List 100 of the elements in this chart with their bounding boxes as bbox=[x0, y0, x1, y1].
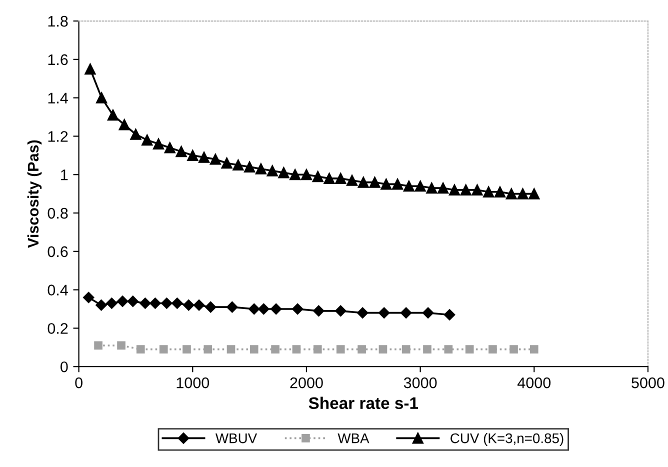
point bbox=[244, 161, 256, 172]
point bbox=[226, 345, 236, 354]
y-tick-label: 0 bbox=[60, 361, 68, 372]
point bbox=[107, 110, 119, 121]
point bbox=[423, 345, 432, 354]
point bbox=[248, 303, 260, 315]
point bbox=[130, 128, 142, 140]
point bbox=[290, 169, 301, 180]
point bbox=[226, 301, 238, 313]
point bbox=[117, 341, 126, 350]
point bbox=[266, 165, 278, 176]
point bbox=[183, 300, 194, 311]
y-tick-label: 1.2 bbox=[48, 131, 68, 142]
point bbox=[106, 298, 118, 309]
point bbox=[336, 345, 345, 354]
point bbox=[300, 169, 312, 180]
point bbox=[530, 345, 538, 354]
y-tick-label: 0.6 bbox=[48, 246, 68, 258]
point bbox=[232, 159, 244, 171]
point bbox=[271, 345, 280, 354]
point bbox=[210, 154, 221, 165]
point bbox=[378, 345, 388, 354]
point bbox=[193, 300, 205, 311]
point bbox=[258, 303, 270, 315]
y-tick-label: 1.8 bbox=[48, 16, 68, 27]
y-tick-label: 1.4 bbox=[48, 92, 68, 104]
point bbox=[483, 186, 494, 198]
point bbox=[400, 307, 412, 318]
point bbox=[460, 184, 472, 196]
point bbox=[150, 298, 161, 309]
x-tick-label: 0 bbox=[75, 377, 82, 388]
point bbox=[187, 150, 198, 161]
point bbox=[142, 134, 153, 146]
legend-label: CUV (K=3,n=0.85) bbox=[450, 433, 564, 446]
point bbox=[278, 167, 290, 178]
y-tick-label: 0.4 bbox=[48, 284, 68, 296]
point bbox=[335, 305, 346, 317]
point bbox=[152, 138, 164, 150]
x-axis-title: Shear rate s-1 bbox=[308, 396, 418, 410]
x-tick-label: 2000 bbox=[290, 377, 323, 388]
point bbox=[116, 296, 128, 307]
point bbox=[517, 188, 528, 200]
point bbox=[510, 345, 518, 354]
point bbox=[176, 146, 187, 158]
point bbox=[198, 152, 210, 163]
point bbox=[136, 345, 145, 354]
point bbox=[444, 309, 456, 320]
point bbox=[438, 182, 449, 194]
point bbox=[392, 178, 404, 190]
point bbox=[204, 345, 212, 354]
point bbox=[221, 158, 232, 169]
x-tick-label: 1000 bbox=[176, 377, 210, 388]
point bbox=[140, 298, 151, 309]
point bbox=[506, 188, 517, 200]
legend-label: WBUV bbox=[216, 434, 258, 444]
point bbox=[250, 345, 258, 354]
legend-label: WBA bbox=[338, 434, 370, 444]
point bbox=[358, 176, 369, 188]
point bbox=[96, 92, 108, 104]
point bbox=[472, 184, 483, 196]
point bbox=[488, 345, 497, 354]
point bbox=[118, 119, 130, 130]
point bbox=[358, 345, 366, 354]
point bbox=[313, 345, 322, 354]
point bbox=[494, 186, 506, 198]
point bbox=[448, 184, 460, 196]
point bbox=[426, 182, 438, 194]
point bbox=[335, 172, 346, 184]
point bbox=[172, 298, 183, 309]
point bbox=[255, 163, 267, 174]
x-tick-label: 4000 bbox=[517, 377, 551, 388]
point bbox=[127, 296, 138, 307]
point bbox=[414, 180, 426, 192]
y-tick-label: 1.6 bbox=[48, 54, 68, 66]
point bbox=[324, 172, 335, 184]
x-tick-label: 5000 bbox=[632, 377, 664, 388]
y-axis-title: Viscosity (Pas) bbox=[27, 140, 42, 248]
point bbox=[159, 345, 168, 354]
point bbox=[356, 307, 368, 318]
point bbox=[369, 176, 380, 188]
point bbox=[292, 345, 301, 354]
point bbox=[346, 174, 358, 186]
point bbox=[402, 345, 410, 354]
x-tick-label: 3000 bbox=[404, 377, 437, 388]
point bbox=[270, 303, 282, 315]
point bbox=[84, 63, 96, 75]
point bbox=[182, 345, 191, 354]
y-tick-label: 0.2 bbox=[48, 323, 68, 334]
point bbox=[312, 170, 324, 182]
point bbox=[83, 292, 94, 304]
point bbox=[164, 142, 176, 154]
point bbox=[161, 298, 172, 309]
point bbox=[380, 178, 392, 190]
point bbox=[313, 305, 324, 317]
y-tick-label: 1 bbox=[61, 170, 68, 180]
point bbox=[465, 345, 474, 354]
y-tick-label: 0.8 bbox=[48, 208, 68, 219]
point bbox=[292, 303, 304, 315]
point bbox=[94, 341, 102, 350]
point bbox=[378, 307, 390, 318]
